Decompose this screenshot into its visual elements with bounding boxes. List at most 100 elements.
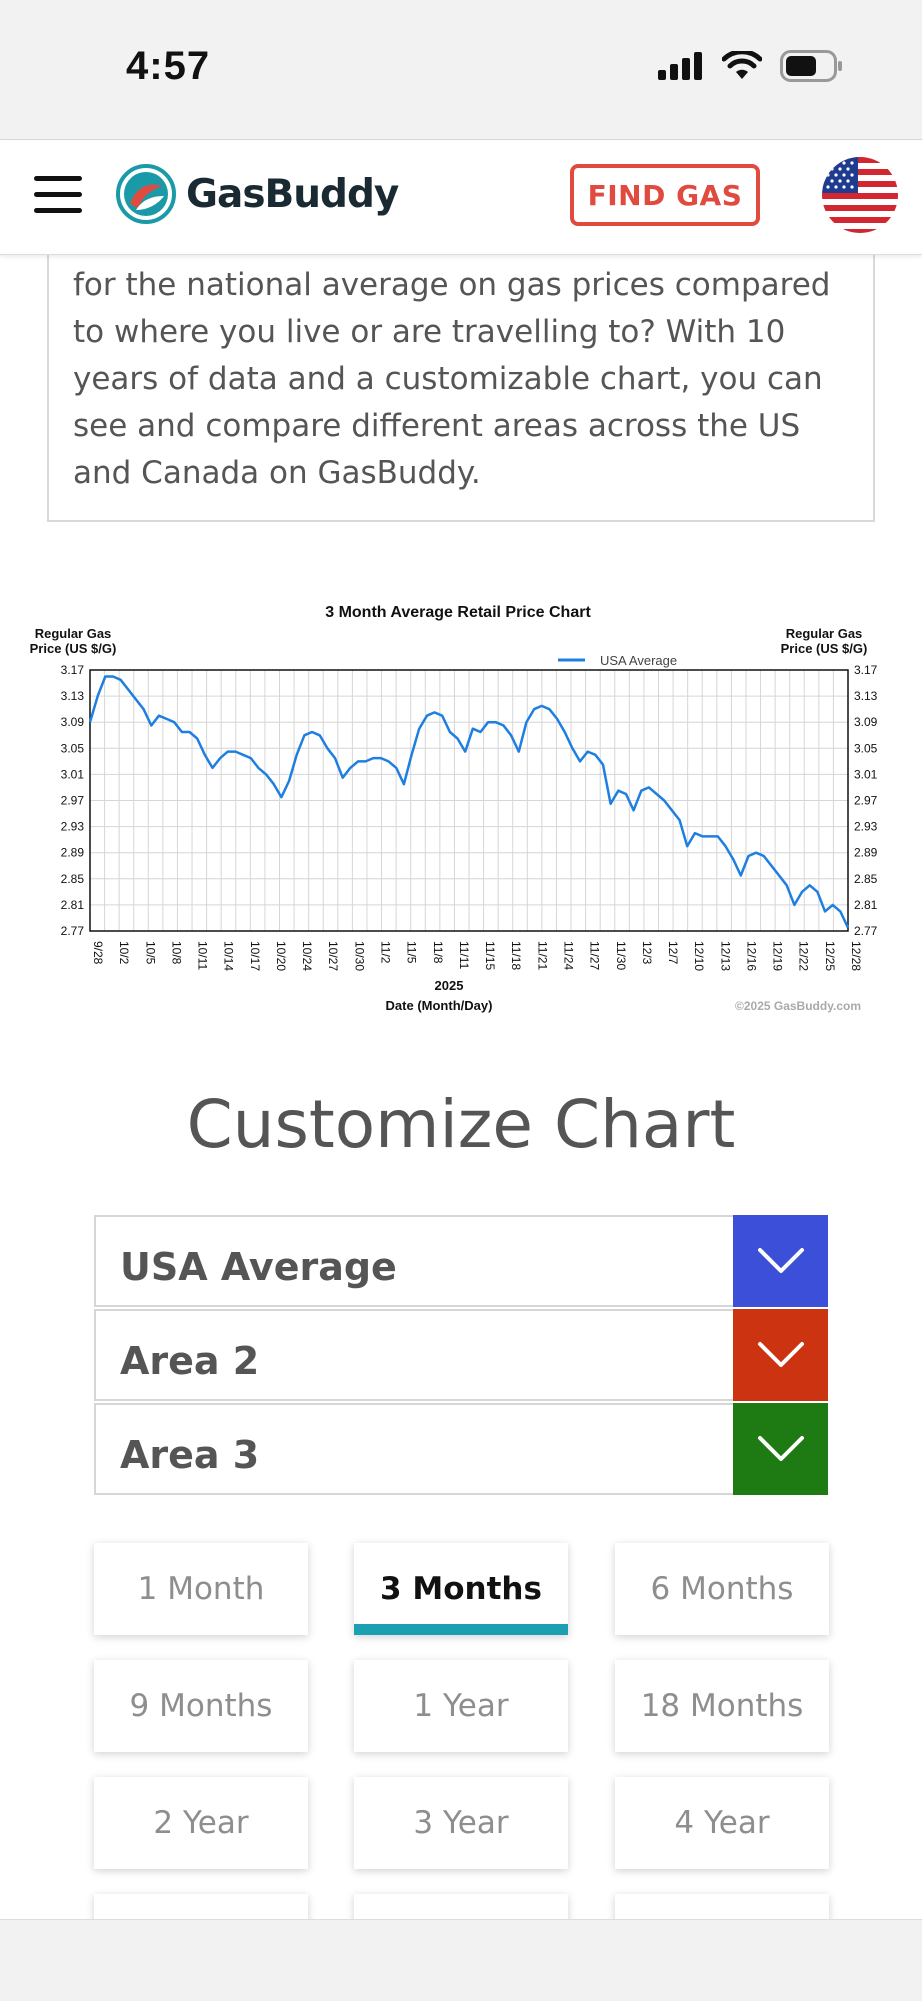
y-tick-label-left: 2.97 bbox=[61, 794, 85, 808]
area-dropdown-button[interactable] bbox=[733, 1309, 828, 1401]
y-tick-label-right: 2.85 bbox=[854, 872, 878, 886]
x-tick-label: 11/2 bbox=[379, 941, 393, 964]
x-tick-label: 12/13 bbox=[718, 941, 732, 971]
price-chart: 3 Month Average Retail Price Chart Regul… bbox=[0, 585, 922, 1025]
x-tick-label: 11/8 bbox=[431, 941, 445, 964]
period-button-4-year[interactable]: 4 Year bbox=[615, 1777, 829, 1869]
chart-frame bbox=[89, 669, 849, 932]
y-tick-label-left: 3.09 bbox=[61, 715, 85, 729]
x-axis-year: 2025 bbox=[435, 978, 464, 993]
period-button-2-year[interactable]: 2 Year bbox=[94, 1777, 308, 1869]
hamburger-icon[interactable] bbox=[34, 176, 82, 216]
signal-icon bbox=[658, 52, 702, 80]
y-tick-label-left: 3.01 bbox=[61, 767, 85, 781]
description-line: years of data and a customizable chart, … bbox=[73, 361, 823, 397]
x-tick-label: 10/11 bbox=[196, 941, 210, 970]
x-tick-label: 10/20 bbox=[274, 941, 288, 971]
x-tick-label: 10/30 bbox=[352, 941, 366, 971]
x-tick-label: 12/7 bbox=[666, 941, 680, 965]
area-select-label: USA Average bbox=[120, 1245, 397, 1289]
y-tick-label-left: 2.93 bbox=[61, 820, 85, 834]
legend-label: USA Average bbox=[600, 653, 677, 668]
logo-text: GasBuddy bbox=[186, 171, 399, 217]
x-tick-label: 10/14 bbox=[222, 941, 236, 971]
x-tick-label: 12/10 bbox=[692, 941, 706, 971]
x-tick-label: 10/24 bbox=[300, 941, 314, 971]
area-select-2[interactable]: Area 2 bbox=[94, 1309, 828, 1401]
description-box: for the national average on gas prices c… bbox=[47, 200, 875, 522]
y-tick-label-right: 3.05 bbox=[854, 741, 878, 755]
area-dropdown-button[interactable] bbox=[733, 1403, 828, 1495]
y-tick-label-right: 2.77 bbox=[854, 924, 878, 938]
y-tick-label-right: 2.81 bbox=[854, 898, 878, 912]
area-dropdown-button[interactable] bbox=[733, 1215, 828, 1307]
y-label-left-line1: Regular Gas bbox=[35, 626, 112, 641]
period-button-9-months[interactable]: 9 Months bbox=[94, 1660, 308, 1752]
x-tick-label: 11/27 bbox=[588, 941, 602, 970]
y-label-right-line2: Price (US $/G) bbox=[781, 641, 868, 656]
area-select-3[interactable]: Area 3 bbox=[94, 1403, 828, 1495]
y-tick-label-left: 2.81 bbox=[61, 898, 85, 912]
period-button-1-month[interactable]: 1 Month bbox=[94, 1543, 308, 1635]
x-tick-label: 11/24 bbox=[561, 941, 575, 970]
y-ticks: 3.17 3.17 3.13 3.13 3.09 3.09 3.05 3.05 3.01 3.01… bbox=[61, 663, 878, 938]
chart-title: 3 Month Average Retail Price Chart bbox=[325, 604, 591, 621]
area-select-1[interactable]: USA Average bbox=[94, 1215, 828, 1307]
y-tick-label-right: 3.09 bbox=[854, 715, 878, 729]
y-tick-label-left: 3.13 bbox=[61, 689, 85, 703]
x-tick-label: 12/22 bbox=[797, 941, 811, 971]
y-tick-label-right: 2.93 bbox=[854, 820, 878, 834]
series-line-usa-average bbox=[88, 675, 850, 929]
find-gas-button[interactable]: FIND GAS bbox=[570, 164, 760, 226]
status-time: 4:57 bbox=[126, 44, 211, 88]
x-tick-label: 11/21 bbox=[535, 941, 549, 970]
x-tick-label: 12/28 bbox=[849, 941, 863, 971]
x-tick-label: 12/19 bbox=[771, 941, 785, 971]
site-header: GasBuddy FIND GAS bbox=[0, 140, 922, 255]
status-bar: 4:57 bbox=[0, 0, 922, 140]
y-label-right-line1: Regular Gas bbox=[786, 626, 863, 641]
x-tick-label: 9/28 bbox=[91, 941, 105, 965]
area-select-label: Area 3 bbox=[120, 1433, 260, 1477]
chevron-down-icon bbox=[757, 1436, 804, 1461]
y-tick-label-right: 3.17 bbox=[854, 663, 878, 677]
description-line: for the national average on gas prices c… bbox=[73, 267, 831, 303]
chart-series bbox=[88, 675, 850, 929]
x-tick-label: 11/15 bbox=[483, 941, 497, 970]
period-button-6-months[interactable]: 6 Months bbox=[615, 1543, 829, 1635]
period-button-18-months[interactable]: 18 Months bbox=[615, 1660, 829, 1752]
customize-chart-title: Customize Chart bbox=[186, 1086, 736, 1163]
description-line: and Canada on GasBuddy. bbox=[73, 455, 481, 491]
y-tick-label-right: 3.01 bbox=[854, 767, 878, 781]
period-button-3-year[interactable]: 3 Year bbox=[354, 1777, 568, 1869]
y-tick-label-right: 2.89 bbox=[854, 846, 878, 860]
area-select-label: Area 2 bbox=[120, 1339, 260, 1383]
x-tick-label: 11/5 bbox=[405, 941, 419, 964]
x-tick-label: 11/18 bbox=[509, 941, 523, 970]
gasbuddy-logo[interactable]: GasBuddy bbox=[116, 164, 399, 224]
y-tick-label-right: 2.97 bbox=[854, 794, 878, 808]
x-tick-label: 10/17 bbox=[248, 941, 262, 971]
price-chart-svg: 3 Month Average Retail Price Chart Regul… bbox=[30, 604, 878, 1013]
browser-bottom-bar bbox=[0, 1919, 922, 2001]
chart-copyright: ©2025 GasBuddy.com bbox=[735, 999, 861, 1013]
gasbuddy-logo-icon bbox=[116, 164, 176, 224]
x-tick-label: 10/2 bbox=[117, 941, 131, 965]
description-line: see and compare different areas across t… bbox=[73, 408, 801, 444]
x-tick-label: 11/30 bbox=[614, 941, 628, 970]
chevron-down-icon bbox=[757, 1342, 804, 1367]
x-ticks: 9/28 10/2 10/5 10/8 10/11 10/14 10/17 10/20 10/2… bbox=[91, 941, 863, 971]
us-flag-icon[interactable] bbox=[822, 157, 898, 233]
period-button-3-months[interactable]: 3 Months bbox=[354, 1543, 568, 1635]
x-tick-label: 10/27 bbox=[326, 941, 340, 971]
y-tick-label-right: 3.13 bbox=[854, 689, 878, 703]
x-tick-label: 12/25 bbox=[823, 941, 837, 971]
period-button-1-year[interactable]: 1 Year bbox=[354, 1660, 568, 1752]
y-tick-label-left: 2.89 bbox=[61, 846, 85, 860]
status-icons bbox=[658, 50, 844, 82]
chart-legend: USA Average bbox=[558, 653, 677, 668]
y-tick-label-left: 3.17 bbox=[61, 663, 85, 677]
battery-icon bbox=[780, 50, 842, 82]
description-text: for the national average on gas prices c… bbox=[73, 262, 849, 497]
y-tick-label-left: 3.05 bbox=[61, 741, 85, 755]
